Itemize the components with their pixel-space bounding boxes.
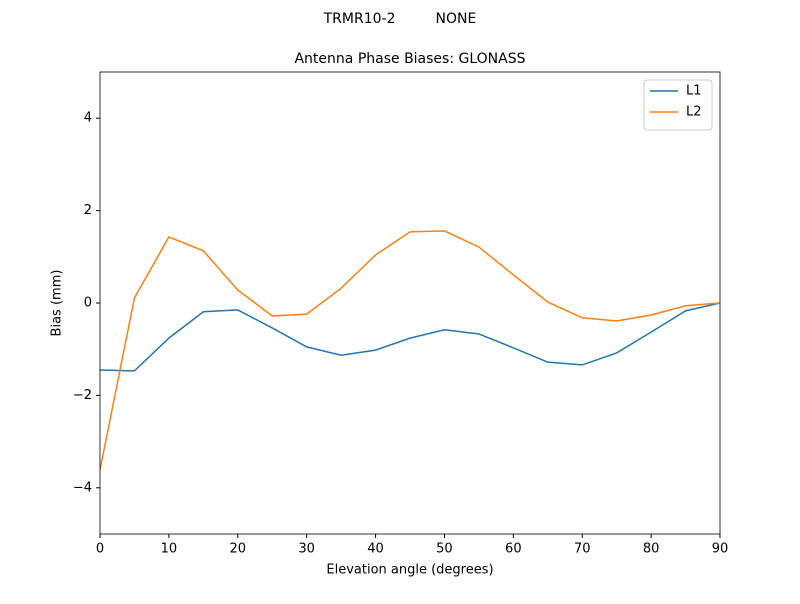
y-tick-label: 0 (84, 296, 92, 311)
x-tick-label: 70 (574, 542, 591, 557)
y-tick-label: −2 (73, 388, 92, 403)
x-tick-label: 80 (643, 542, 660, 557)
line-series (100, 230, 720, 470)
x-tick-label: 0 (96, 542, 104, 557)
x-tick-label: 30 (298, 542, 315, 557)
x-tick-label: 10 (161, 542, 178, 557)
line-series (100, 302, 720, 372)
x-tick-label: 20 (230, 542, 247, 557)
x-tick-label: 50 (436, 542, 453, 557)
chart-title: Antenna Phase Biases: GLONASS (294, 51, 525, 67)
y-tick-label: 2 (84, 203, 92, 218)
x-tick-label: 60 (505, 542, 522, 557)
chart-suptitle: TRMR10-2 NONE (323, 11, 477, 27)
x-tick-label: 40 (367, 542, 384, 557)
y-tick-label: −4 (73, 480, 92, 495)
x-tick-label: 90 (712, 542, 729, 557)
legend-box (643, 79, 713, 131)
x-axis-label: Elevation angle (degrees) (326, 563, 493, 578)
plot-frame (99, 71, 721, 535)
legend-label: L2 (686, 105, 702, 120)
y-axis-label: Bias (mm) (50, 270, 65, 337)
legend-label: L1 (686, 84, 702, 99)
y-tick-label: 4 (84, 111, 92, 126)
